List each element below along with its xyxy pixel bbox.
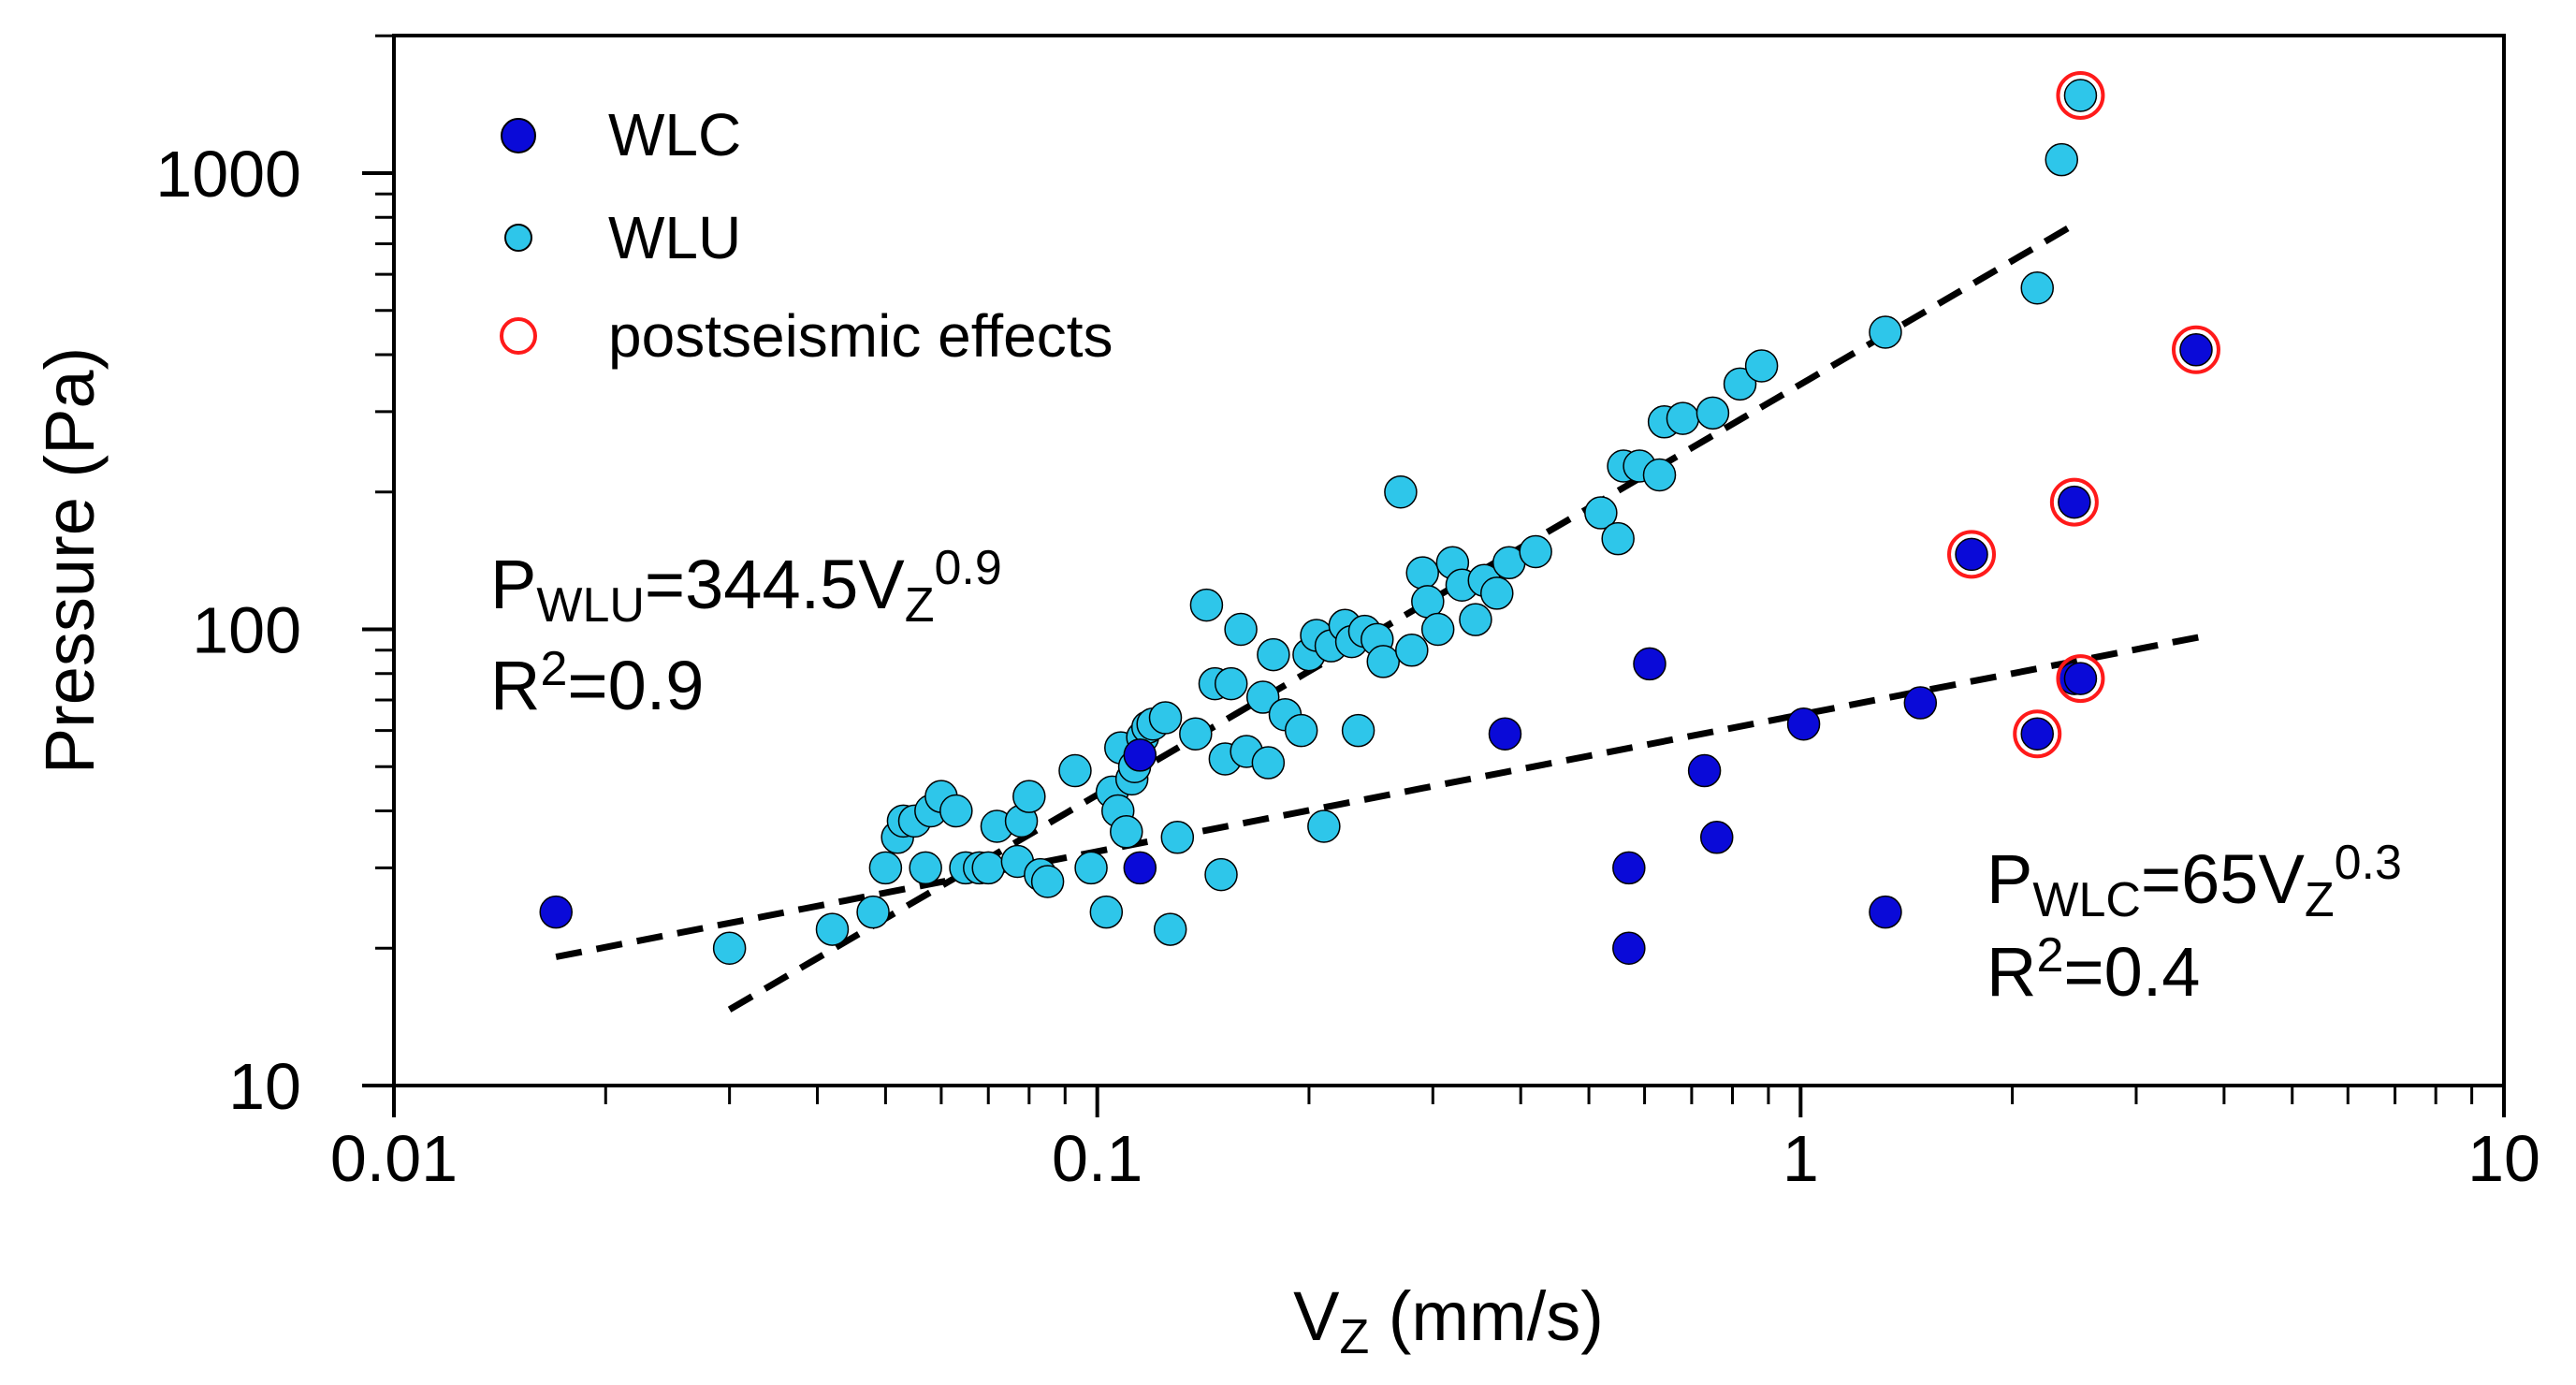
wlu-point — [1601, 521, 1635, 556]
wlu-point — [1224, 612, 1258, 647]
wlu-point — [2063, 79, 2098, 112]
wlc-fit-annotation: PWLC=65VZ0.3 R2=0.4 — [1987, 836, 2402, 1011]
x-tick-label: 1 — [1783, 1122, 1819, 1195]
wlu-equation: PWLU=344.5VZ0.9 — [490, 541, 1002, 633]
x-tick-label: 0.01 — [330, 1122, 458, 1195]
wlu-point — [1307, 809, 1341, 843]
x-tick-label: 10 — [2467, 1122, 2540, 1195]
legend-label-wlc: WLC — [608, 101, 741, 168]
postseismic-ring — [2056, 654, 2105, 704]
wlu-point — [712, 931, 747, 965]
wlc-point — [1955, 537, 1988, 572]
wlu-point — [1341, 713, 1375, 748]
wlu-point — [939, 794, 973, 828]
wlu-point — [1584, 496, 1618, 530]
legend: WLC WLU postseismic effects — [500, 101, 1113, 370]
wlu-point — [1030, 865, 1065, 898]
wlu-r2: R2=0.9 — [490, 642, 704, 724]
axis-tick-labels: 0.01 0.1 1 10 10 100 1000 — [155, 138, 2540, 1195]
wlu-point — [1189, 588, 1224, 622]
wlu-point — [868, 851, 903, 885]
wlc-point — [1612, 851, 1646, 885]
data-points — [539, 79, 2213, 965]
postseismic-ring — [2171, 325, 2220, 374]
wlc-point — [2020, 717, 2054, 751]
wlu-point — [1480, 576, 1514, 610]
wlc-r2: R2=0.4 — [1987, 928, 2200, 1011]
legend-label-postseismic: postseismic effects — [608, 302, 1113, 370]
wlc-point — [1869, 895, 1902, 929]
wlc-point — [539, 895, 573, 929]
wlc-point — [1903, 686, 1938, 720]
wlc-point — [2179, 333, 2213, 367]
legend-label-wlu: WLU — [608, 204, 741, 271]
wlu-point — [1251, 746, 1286, 780]
wlu-point — [1642, 458, 1677, 492]
wlc-point — [1633, 647, 1666, 681]
plot-frame — [392, 34, 2506, 1087]
wlu-point — [1696, 396, 1730, 430]
wlu-point — [1284, 713, 1318, 748]
x-tick-label: 0.1 — [1052, 1122, 1142, 1195]
y-axis-title: Pressure (Pa) — [31, 347, 109, 774]
wlu-point — [971, 851, 1005, 885]
x-axis-title: VZ (mm/s) — [1293, 1277, 1604, 1364]
wlc-point — [2058, 485, 2091, 519]
wlu-point — [815, 912, 850, 946]
wlu-point — [1257, 637, 1290, 672]
wlu-point — [1405, 556, 1439, 590]
wlu-point — [2020, 271, 2054, 305]
wlc-fit-line — [555, 632, 2209, 960]
wlu-point — [1384, 474, 1418, 509]
y-tick-label: 10 — [228, 1050, 301, 1123]
wlu-point — [1366, 645, 1400, 678]
postseismic-ring — [2013, 709, 2062, 759]
legend-marker-wlu — [504, 224, 532, 252]
wlu-point — [1058, 753, 1092, 788]
wlu-point — [1153, 912, 1187, 946]
wlu-point — [1723, 367, 1757, 401]
wlu-point — [1160, 821, 1195, 854]
y-tick-label: 100 — [192, 594, 301, 667]
wlu-point — [1148, 701, 1183, 735]
wlu-point — [1179, 717, 1213, 751]
postseismic-ring — [2056, 70, 2105, 120]
wlu-point — [2045, 142, 2079, 177]
wlc-point — [1488, 717, 1522, 751]
wlc-point — [2063, 662, 2098, 695]
legend-marker-wlc — [501, 118, 536, 153]
wlu-point — [1744, 349, 1779, 383]
wlc-point — [1123, 851, 1157, 885]
wlc-point — [1612, 931, 1646, 965]
wlc-equation: PWLC=65VZ0.3 — [1987, 836, 2402, 927]
wlc-point — [1123, 738, 1157, 772]
wlu-point — [1012, 780, 1046, 813]
wlu-point — [1420, 612, 1455, 647]
wlu-point — [1074, 851, 1108, 885]
postseismic-ring — [2049, 477, 2099, 527]
wlu-point — [1214, 666, 1248, 701]
wlu-point — [1869, 315, 1902, 349]
wlu-point — [1110, 815, 1143, 849]
wlu-point — [1245, 680, 1280, 714]
postseismic-rings — [1947, 70, 2220, 759]
axis-ticks — [362, 34, 2506, 1117]
wlu-point — [1395, 634, 1429, 667]
wlc-point — [1786, 707, 1821, 741]
wlu-point — [1204, 857, 1238, 892]
wlu-point — [909, 851, 942, 885]
wlu-fit-annotation: PWLU=344.5VZ0.9 R2=0.9 — [490, 541, 1002, 724]
y-tick-label: 1000 — [155, 138, 301, 211]
wlu-point — [1459, 603, 1492, 636]
wlc-point — [1699, 821, 1734, 854]
wlc-point — [1687, 753, 1722, 788]
postseismic-ring — [1947, 530, 1997, 579]
wlu-point — [856, 895, 890, 929]
legend-marker-postseismic — [500, 317, 537, 355]
wlu-point — [1519, 534, 1552, 569]
wlu-point — [1089, 895, 1124, 929]
wlu-point — [1666, 401, 1700, 435]
